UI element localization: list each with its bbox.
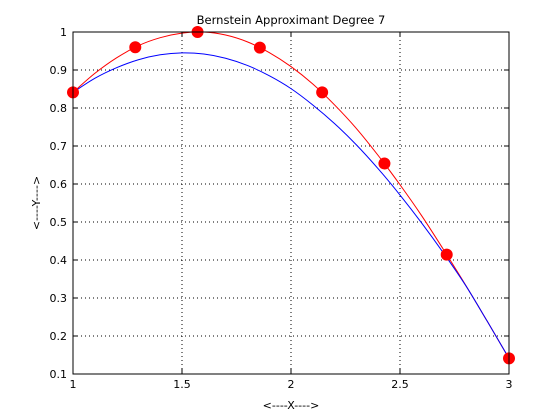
- control-point: [440, 248, 453, 261]
- y-tick-label: 0.4: [50, 254, 68, 267]
- chart-title: Bernstein Approximant Degree 7: [197, 13, 386, 27]
- ticks: 1 1.5 2 2.5 3 0.1 0.2 0.3 0.4 0.5 0.6 0.7 0.8 0.9 1: [50, 26, 513, 391]
- x-tick-label: 3: [506, 378, 513, 391]
- red-curve: [72, 31, 510, 359]
- x-tick-label: 1.5: [173, 378, 191, 391]
- series-layer: [67, 26, 515, 365]
- x-tick-label: 2: [288, 378, 295, 391]
- y-tick-label: 0.3: [50, 292, 68, 305]
- plot-area: [73, 32, 509, 374]
- y-axis-label: <----Y---->: [30, 176, 43, 230]
- control-point: [129, 41, 142, 54]
- y-tick-label: 1: [60, 26, 67, 39]
- y-tick-label: 0.7: [50, 140, 68, 153]
- control-point: [316, 86, 329, 99]
- x-axis-label: <----X---->: [263, 399, 320, 412]
- x-tick-label: 1: [70, 378, 77, 391]
- control-point: [378, 157, 391, 170]
- blue-curve: [72, 52, 510, 359]
- control-point: [253, 41, 266, 54]
- y-tick-label: 0.9: [50, 64, 68, 77]
- y-tick-label: 0.6: [50, 178, 68, 191]
- y-tick-label: 0.8: [50, 102, 68, 115]
- y-tick-label: 0.5: [50, 216, 68, 229]
- x-tick-label: 2.5: [391, 378, 409, 391]
- y-tick-label: 0.2: [50, 330, 68, 343]
- y-tick-label: 0.1: [50, 368, 68, 381]
